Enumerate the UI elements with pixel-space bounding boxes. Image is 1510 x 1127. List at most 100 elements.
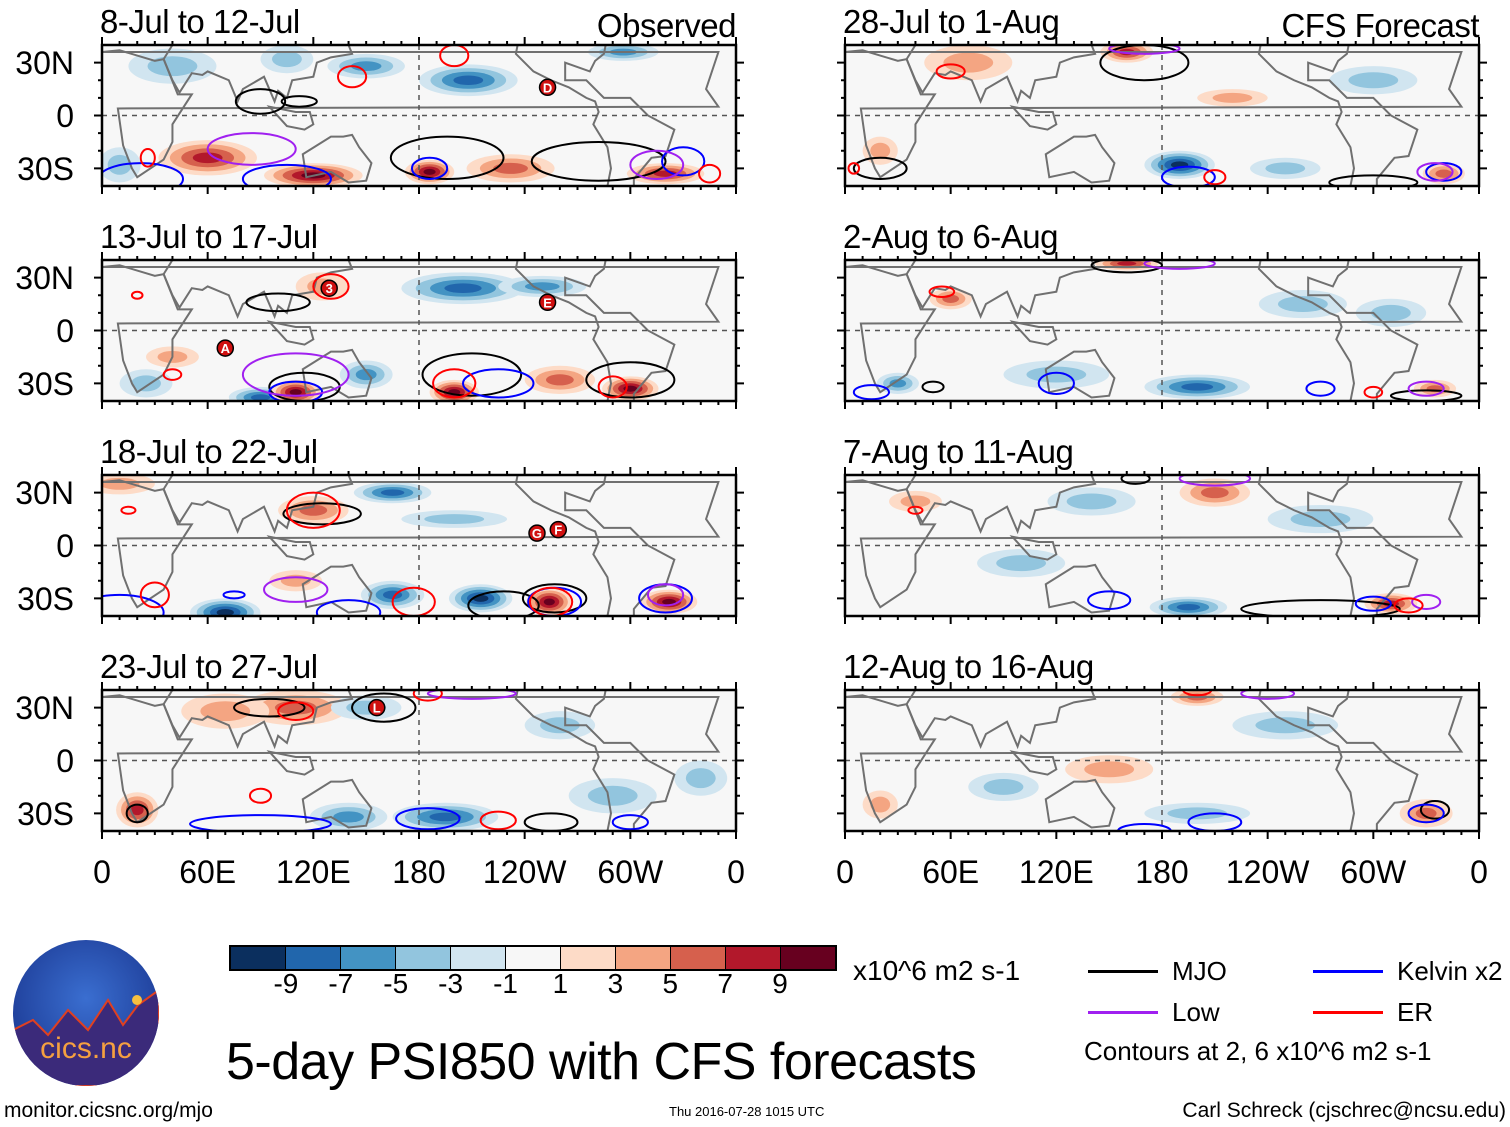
kelvin-contour — [611, 814, 649, 831]
er-contour — [139, 147, 156, 168]
er-contour — [847, 162, 861, 175]
anomaly-shading — [1265, 162, 1306, 175]
coastline — [514, 45, 676, 186]
legend-label: MJO — [1172, 956, 1227, 986]
coastline — [301, 778, 373, 829]
er-contour — [597, 375, 628, 399]
lat-label: 0 — [56, 312, 74, 349]
kelvin-contour — [1087, 590, 1132, 610]
storm-label: L — [373, 701, 381, 716]
coastline — [514, 690, 676, 831]
panel-title: 7-Aug to 11-Aug — [843, 433, 1074, 470]
lon-label: 0 — [836, 854, 854, 890]
coastline — [301, 563, 373, 614]
kelvin-contour — [1305, 380, 1336, 397]
er-contour — [162, 368, 183, 381]
anomaly-shading — [216, 609, 234, 616]
panel-title: 18-Jul to 22-Jul — [100, 433, 318, 470]
coastline — [845, 694, 1464, 824]
mjo-contour — [921, 380, 945, 394]
anomaly-shading — [147, 56, 198, 77]
storm-label: E — [543, 295, 552, 310]
colorbar-swatch — [231, 947, 285, 969]
anomaly-shading — [587, 785, 638, 806]
anomaly-shading — [524, 282, 560, 291]
anomaly-shading — [192, 152, 223, 164]
coastline — [1009, 320, 1058, 346]
coastline — [1044, 778, 1116, 829]
coastline — [162, 45, 354, 105]
anomaly-shading — [1255, 717, 1316, 734]
coastline — [1257, 690, 1419, 831]
anomaly-shading — [333, 811, 364, 823]
anomaly-shading — [900, 495, 931, 508]
coastline — [102, 49, 721, 179]
low-contour — [1411, 593, 1442, 610]
map-panel: 3 E A — [94, 252, 744, 409]
anomaly-shading — [1348, 72, 1399, 89]
coastline — [266, 320, 315, 346]
anomaly-shading — [870, 796, 891, 813]
coastline — [1044, 133, 1116, 184]
logo-mountains-icon — [13, 988, 159, 1086]
panel-tag: CFS Forecast — [1281, 7, 1479, 44]
anomaly-shading — [1084, 761, 1135, 778]
er-contour — [528, 586, 574, 616]
footer-url[interactable]: monitor.cicsnc.org/mjo — [4, 1099, 213, 1122]
low-contour — [1407, 380, 1445, 397]
anomaly-shading — [429, 812, 462, 822]
colorbar-tick-label: -1 — [493, 968, 518, 999]
coastline — [162, 475, 354, 535]
low-contour — [1416, 162, 1454, 182]
colorbar-swatch — [395, 947, 450, 969]
anomaly-shading — [423, 168, 436, 175]
kelvin-contour — [241, 163, 332, 186]
tropical-cyclone-icon — [367, 698, 386, 717]
mjo-contour — [1090, 260, 1163, 274]
panel-title: 23-Jul to 27-Jul — [100, 648, 318, 685]
mjo-contour — [1120, 475, 1151, 485]
colorbar-units: x10^6 m2 s-1 — [853, 955, 1021, 986]
logo-text: cics.nc — [40, 1032, 132, 1065]
mjo-contour — [530, 140, 667, 182]
er-contour — [1203, 169, 1227, 186]
low-contour — [646, 583, 685, 607]
mjo-contour — [1419, 800, 1451, 820]
coastline — [905, 260, 1097, 320]
mjo-contour — [1240, 599, 1401, 616]
lat-label: 30N — [15, 44, 74, 81]
anomaly-shading — [130, 804, 144, 816]
anomaly-shading — [943, 52, 994, 73]
lat-label: 0 — [56, 527, 74, 564]
coastline — [301, 133, 373, 184]
map-panel — [837, 682, 1487, 839]
panel-title: 2-Aug to 6-Aug — [843, 218, 1058, 255]
tropical-cyclone-icon — [320, 279, 338, 297]
coastline — [905, 475, 1097, 535]
anomaly-shading — [1278, 296, 1328, 313]
coastline — [301, 348, 373, 399]
anomaly-shading — [289, 389, 302, 396]
mjo-contour — [280, 95, 318, 108]
coastline — [845, 49, 1464, 179]
kelvin-contour — [410, 156, 449, 180]
colorbar-swatch — [285, 947, 340, 969]
mjo-contour — [523, 812, 579, 831]
lat-label: 30S — [17, 580, 74, 617]
kelvin-contour — [102, 162, 184, 186]
kelvin-contour — [189, 814, 332, 831]
kelvin-contour — [1161, 165, 1216, 186]
lon-label: 0 — [1470, 854, 1488, 890]
anomaly-shading — [493, 162, 528, 174]
kelvin-contour — [222, 590, 246, 600]
anomaly-shading — [1435, 169, 1453, 178]
mjo-contour — [125, 803, 149, 824]
lon-label: 120W — [1225, 854, 1310, 890]
coastline — [905, 690, 1097, 750]
colorbar-tick-label: -5 — [383, 968, 409, 999]
tropical-cyclone-icon — [538, 293, 557, 312]
colorbar-tick-label: -7 — [328, 968, 354, 999]
lon-label: 0 — [93, 854, 111, 890]
er-contour — [1182, 690, 1213, 697]
legend-line-low — [1088, 1011, 1158, 1014]
